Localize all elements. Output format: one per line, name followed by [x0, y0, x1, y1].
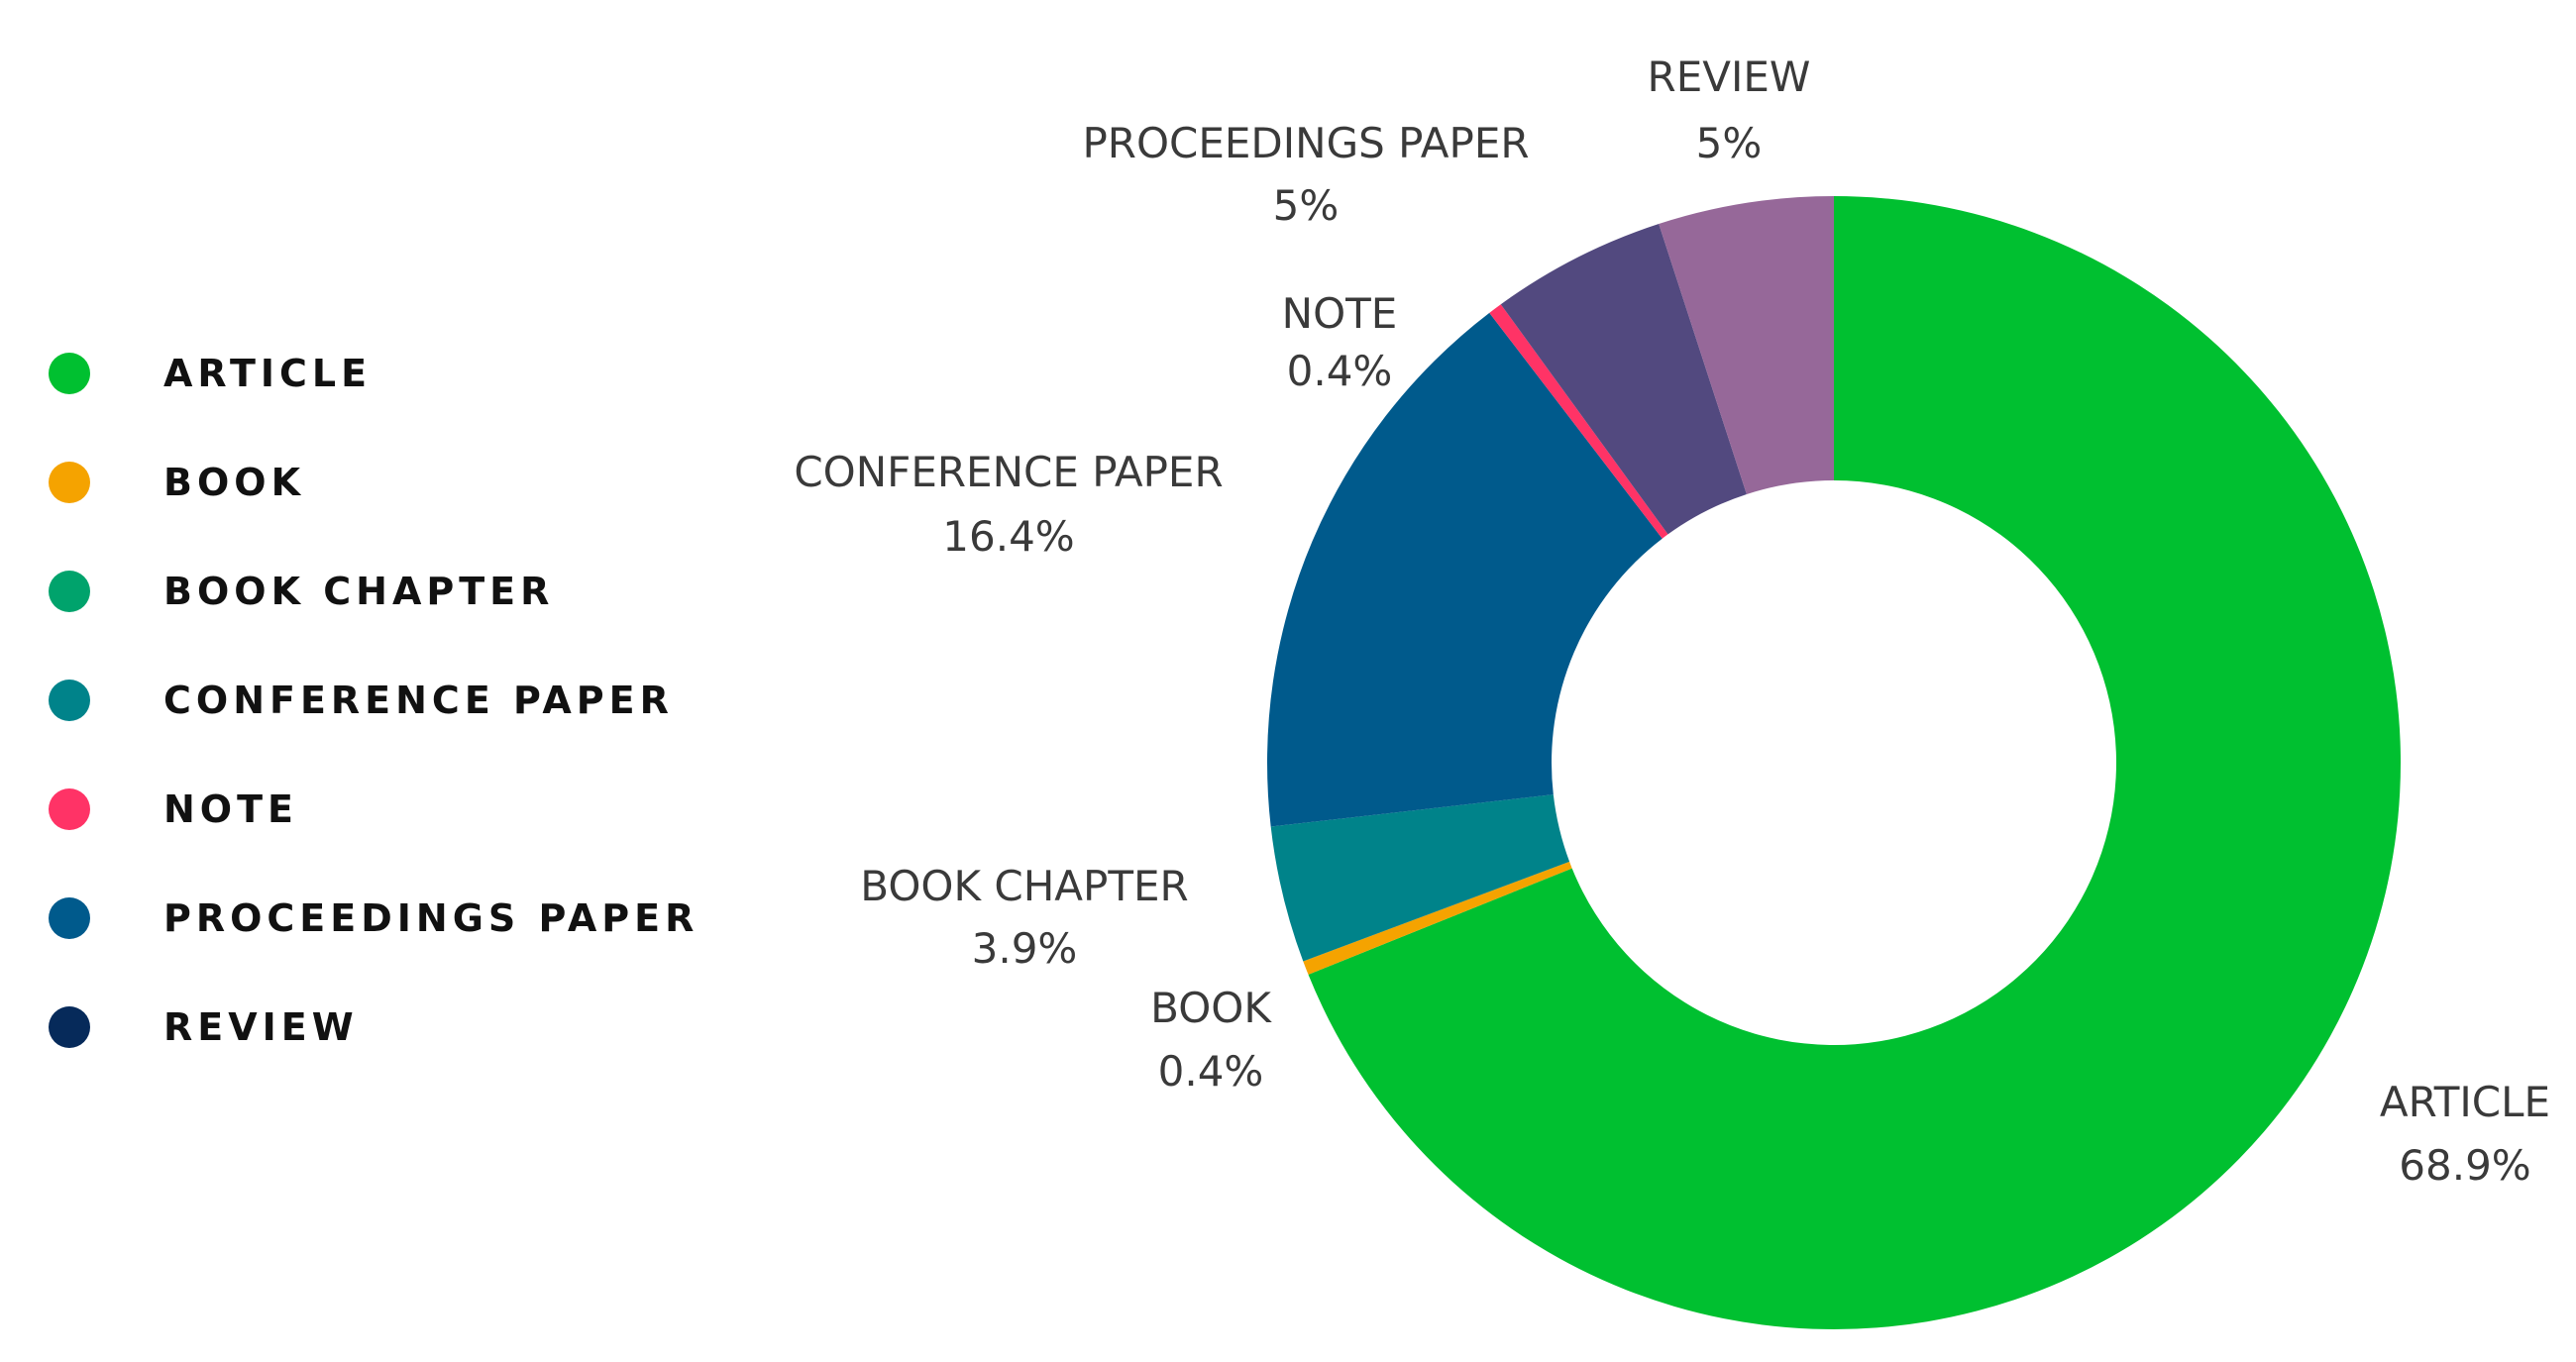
legend-swatch-review [49, 1006, 90, 1048]
legend-label-book: BOOK [163, 461, 305, 504]
slice-label-article: ARTICLE [2380, 1078, 2550, 1126]
legend-label-book-chapter: BOOK CHAPTER [163, 570, 554, 613]
slice-proceedings-paper [1500, 223, 1747, 535]
slice-value-conference-paper: 16.4% [942, 512, 1074, 561]
legend-swatch-note [49, 788, 90, 830]
slice-note [1489, 304, 1668, 539]
slice-label-proceedings-paper: PROCEEDINGS PAPER [1082, 119, 1529, 167]
legend-swatch-article [49, 353, 90, 394]
slice-value-book-chapter: 3.9% [972, 924, 1078, 973]
slice-review [1659, 196, 1834, 494]
legend-label-note: NOTE [163, 787, 298, 831]
legend-label-article: ARTICLE [163, 352, 372, 395]
slice-book-chapter [1270, 794, 1570, 962]
legend-swatch-book [49, 462, 90, 503]
slice-label-conference-paper: CONFERENCE PAPER [794, 448, 1223, 496]
legend-label-conference-paper: CONFERENCE PAPER [163, 679, 674, 722]
slice-book [1303, 861, 1572, 975]
slice-label-book-chapter: BOOK CHAPTER [860, 862, 1188, 910]
slice-value-review: 5% [1696, 119, 1763, 167]
legend-label-review: REVIEW [163, 1005, 359, 1049]
legend-swatch-conference-paper [49, 680, 90, 721]
slice-value-article: 68.9% [2399, 1141, 2530, 1190]
legend-label-proceedings-paper: PROCEEDINGS PAPER [163, 896, 698, 940]
slice-value-note: 0.4% [1287, 347, 1393, 395]
legend-swatch-proceedings-paper [49, 897, 90, 939]
slice-labels: ARTICLE 68.9% BOOK 0.4% BOOK CHAPTER 3.9% CONF… [794, 52, 2550, 1190]
slice-value-proceedings-paper: 5% [1273, 181, 1340, 230]
slice-article [1308, 196, 2401, 1329]
legend: ARTICLE BOOK BOOK CHAPTER CONFERENCE PAPER N… [49, 352, 698, 1049]
donut-slices [1267, 196, 2401, 1329]
slice-label-note: NOTE [1282, 289, 1398, 338]
slice-label-review: REVIEW [1648, 52, 1811, 101]
slice-label-book: BOOK [1150, 984, 1272, 1032]
slice-value-book: 0.4% [1158, 1047, 1264, 1096]
legend-swatch-book-chapter [49, 571, 90, 612]
slice-conference-paper [1267, 312, 1663, 827]
